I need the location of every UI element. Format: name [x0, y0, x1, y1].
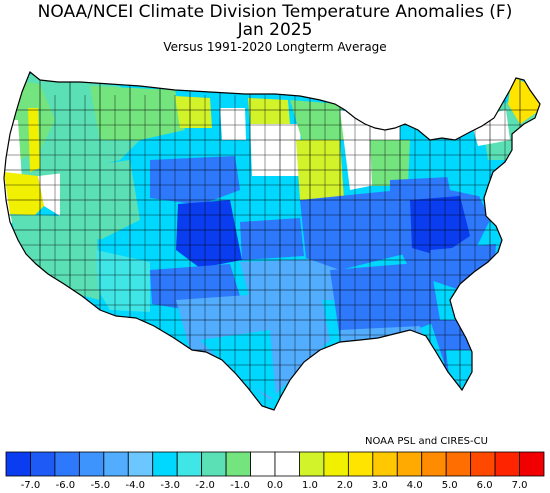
anomaly-regions [4, 72, 540, 400]
legend-swatch [201, 451, 227, 477]
legend-label: 0.0 [267, 480, 283, 491]
legend-label: -4.0 [126, 480, 146, 491]
legend-swatch [372, 451, 398, 477]
legend-swatch [5, 451, 31, 477]
legend-label: 6.0 [477, 480, 493, 491]
legend-swatch [299, 451, 325, 477]
map-date: Jan 2025 [237, 20, 313, 40]
legend-swatch [152, 451, 178, 477]
legend-swatch [54, 451, 80, 477]
color-legend: -7.0 -6.0 -5.0 -4.0 -3.0 -2.0 -1.0 0.0 1.0 2.0 3.0… [5, 451, 545, 491]
legend-label: 4.0 [407, 480, 423, 491]
legend-swatch [250, 451, 276, 477]
legend-swatch [176, 451, 203, 477]
region-arizona-cyan [96, 250, 150, 312]
legend-label: -5.0 [91, 480, 111, 491]
region-colorado-deep-blue [176, 200, 242, 268]
credit-text: NOAA PSL and CIRES-CU [365, 436, 488, 447]
map-subtitle: Versus 1991-2020 Longterm Average [163, 40, 387, 54]
region-oklahoma-blue [240, 258, 344, 300]
legend-swatch [127, 451, 154, 477]
legend-label: 2.0 [337, 480, 353, 491]
legend-swatch [323, 451, 349, 477]
region-montana-lime [175, 96, 212, 128]
legend-swatch [519, 451, 545, 477]
region-gulf-cyan [340, 326, 426, 352]
legend-swatch [30, 451, 56, 477]
legend-swatch [103, 451, 129, 477]
us-climate-division-map [3, 71, 541, 411]
region-northern-rockies [90, 86, 185, 140]
legend-label: 3.0 [372, 480, 388, 491]
region-appalachia-deep-blue [410, 196, 470, 256]
region-kansas-blue [240, 218, 304, 260]
region-california-yellow [4, 172, 44, 220]
legend-label: -7.0 [21, 480, 41, 491]
region-wyoming-blue [150, 156, 240, 205]
legend-label: -1.0 [230, 480, 250, 491]
legend-swatch [470, 451, 496, 477]
legend-label: 7.0 [512, 480, 528, 491]
legend-label: -3.0 [160, 480, 180, 491]
legend-swatch [78, 451, 105, 477]
region-dakotas-white [250, 124, 302, 176]
region-michigan-green [370, 140, 410, 186]
legend-label: 1.0 [302, 480, 318, 491]
map-title: NOAA/NCEI Climate Division Temperature A… [37, 2, 513, 22]
division-subboundaries [4, 95, 540, 410]
legend-swatch [396, 451, 423, 477]
legend-swatch [274, 451, 300, 477]
legend-label: -2.0 [195, 480, 215, 491]
legend-swatch [347, 451, 374, 477]
legend-swatch [225, 451, 251, 477]
region-nd-lime [248, 98, 290, 124]
legend-swatch [445, 451, 472, 477]
legend-swatch [494, 451, 520, 477]
region-montana-white [220, 108, 246, 140]
legend-label: -6.0 [56, 480, 76, 491]
legend-swatch [421, 451, 447, 477]
legend-label: 5.0 [442, 480, 458, 491]
region-carolinas-blue [430, 244, 496, 290]
